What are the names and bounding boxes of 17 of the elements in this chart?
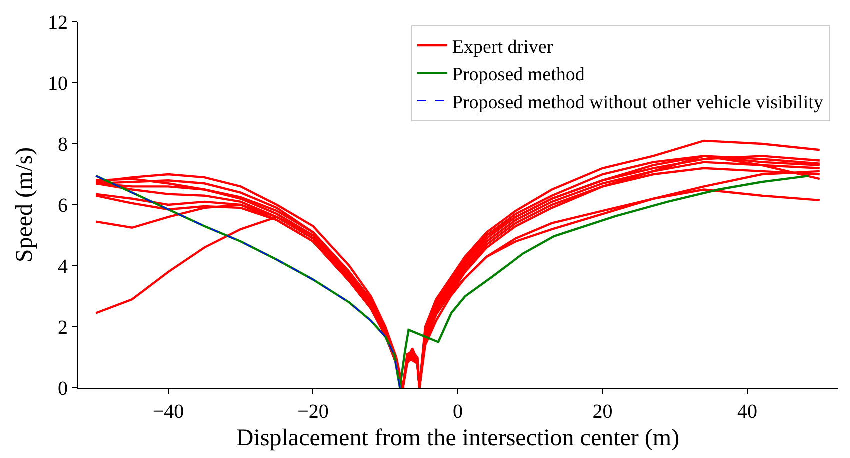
x-tick-label: −20 xyxy=(298,401,329,423)
x-tick-label: 40 xyxy=(738,401,758,423)
y-axis-title: Speed (m/s) xyxy=(12,147,38,263)
legend-label: Expert driver xyxy=(452,36,554,58)
y-tick-label: 6 xyxy=(58,195,68,217)
y-tick-label: 12 xyxy=(48,12,68,34)
x-tick-label: 0 xyxy=(453,401,463,423)
x-tick-label: −40 xyxy=(152,401,184,423)
y-tick-label: 0 xyxy=(58,378,68,400)
x-tick-label: 20 xyxy=(592,401,613,423)
y-tick-label: 2 xyxy=(58,317,68,339)
y-tick-label: 8 xyxy=(58,134,68,156)
x-axis-title: Displacement from the intersection center (m) xyxy=(236,425,680,452)
legend-label: Proposed method xyxy=(452,64,586,86)
legend-label: Proposed method without other vehicle visibility xyxy=(452,92,824,114)
y-tick-label: 10 xyxy=(48,73,68,95)
y-tick-label: 4 xyxy=(58,256,68,278)
